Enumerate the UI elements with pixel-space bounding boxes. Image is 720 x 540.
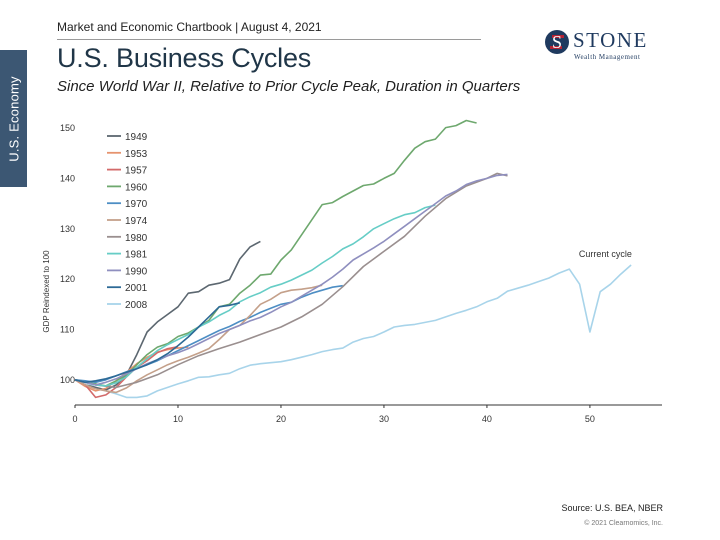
y-tick-label: 140 <box>60 173 75 183</box>
x-tick-label: 30 <box>379 414 389 424</box>
legend-label-1974: 1974 <box>125 216 148 227</box>
page-title: U.S. Business Cycles <box>57 43 312 73</box>
legend-label-1990: 1990 <box>125 266 148 277</box>
chartbook-header: Market and Economic Chartbook | August 4… <box>57 20 322 34</box>
source-note: Source: U.S. BEA, NBER <box>561 503 663 513</box>
y-tick-label: 130 <box>60 224 75 234</box>
legend-label-2008: 2008 <box>125 300 148 311</box>
series-line-1990 <box>74 173 508 386</box>
series-line-1970 <box>74 284 343 384</box>
current-cycle-annotation: Current cycle <box>579 249 632 259</box>
series-layer <box>74 119 632 399</box>
legend-label-1957: 1957 <box>125 166 148 177</box>
legend-label-1953: 1953 <box>125 149 148 160</box>
x-tick-label: 10 <box>173 414 183 424</box>
legend-label-2001: 2001 <box>125 283 148 294</box>
legend-label-1949: 1949 <box>125 132 148 143</box>
y-tick-label: 110 <box>60 324 74 334</box>
section-tab: U.S. Economy <box>0 50 27 187</box>
logo-mark-icon: S <box>545 30 569 54</box>
series-line-1953 <box>74 346 189 392</box>
x-tick-label: 40 <box>482 414 492 424</box>
y-tick-label: 120 <box>60 274 75 284</box>
series-line-1949 <box>74 240 261 391</box>
logo-mark-letter: S <box>552 32 562 52</box>
copyright-note: © 2021 Clearnomics, Inc. <box>584 520 663 527</box>
legend-label-1981: 1981 <box>125 250 148 261</box>
legend-label-1960: 1960 <box>125 182 148 193</box>
logo-wordmark: STONE <box>573 28 648 52</box>
x-tick-label: 50 <box>585 414 595 424</box>
series-line-2001 <box>74 302 240 384</box>
page-subtitle: Since World War II, Relative to Prior Cy… <box>57 78 521 95</box>
logo-subtitle: Wealth Management <box>574 53 641 61</box>
series-line-1960 <box>74 119 477 387</box>
series-line-1974 <box>74 284 323 394</box>
y-tick-label: 100 <box>60 375 75 385</box>
series-line-1980 <box>74 172 508 389</box>
legend-label-1980: 1980 <box>125 233 148 244</box>
legend: 1949 1953 1957 1960 1970 1974 1980 1981 1990 2001… <box>107 132 148 311</box>
header-divider <box>57 39 481 40</box>
x-tick-label: 20 <box>276 414 286 424</box>
x-tick-label: 0 <box>72 414 77 424</box>
axes-layer: 0 10 20 30 40 50 100 110 120 130 140 150 <box>60 123 662 424</box>
series-line-2008 <box>74 264 632 399</box>
y-tick-label: 150 <box>60 123 75 133</box>
company-logo: S STONE Wealth Management <box>543 24 646 65</box>
legend-label-1970: 1970 <box>125 199 148 210</box>
y-axis-label: GDP Reindexed to 100 <box>42 250 51 333</box>
